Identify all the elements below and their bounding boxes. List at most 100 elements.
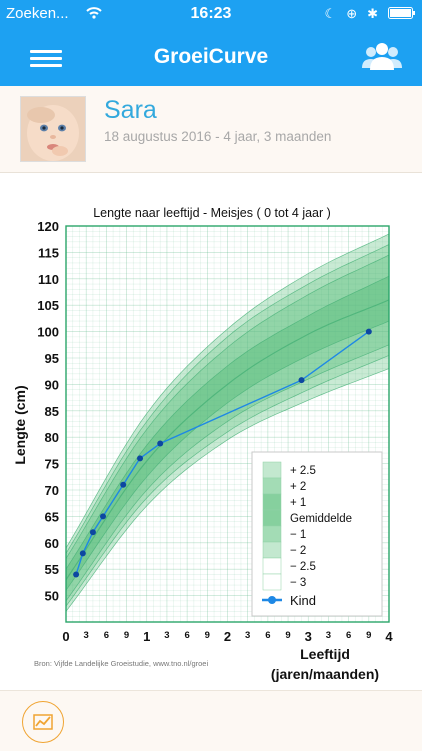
rotation-lock-icon: ⊕ <box>346 6 358 21</box>
x-tick-label: 9 <box>285 630 290 641</box>
legend-kind-marker <box>268 596 276 604</box>
data-point <box>79 550 86 557</box>
y-tick-label: 60 <box>45 536 59 551</box>
ref-line-mean <box>65 299 390 581</box>
x-tick-label: 4 <box>385 629 393 644</box>
x-tick-label: 6 <box>346 630 351 641</box>
legend-label: − 2.5 <box>290 561 316 573</box>
legend-label: Gemiddelde <box>290 513 352 525</box>
profile-header: Sara 18 augustus 2016 - 4 jaar, 3 maande… <box>0 86 422 173</box>
x-tick-label: 6 <box>184 630 189 641</box>
battery-icon <box>388 6 416 22</box>
band-mean-to-plus-1 <box>66 276 389 580</box>
users-button[interactable] <box>360 40 404 74</box>
trend-chart-icon <box>33 714 53 730</box>
chart-source: Bron: Vijfde Landelijke Groeistudie, www… <box>34 659 208 668</box>
ref-line-minus2-5 <box>65 355 390 607</box>
x-tick-label: 9 <box>366 630 371 641</box>
x-tick-label: 6 <box>265 630 270 641</box>
x-tick-label: 3 <box>326 630 331 641</box>
menu-button[interactable] <box>30 50 62 67</box>
y-tick-label: 65 <box>45 509 59 524</box>
band-minus-1-to-mean <box>66 299 389 591</box>
x-tick-labels: 0 3 6 9 1 3 6 9 2 3 6 9 3 3 6 9 4 <box>62 629 393 644</box>
data-point <box>89 529 96 536</box>
growth-chart-svg: 50 55 60 65 70 75 80 85 90 95 100 105 110 115 120 0 3 6 9… <box>12 206 393 682</box>
menu-bar-1 <box>30 50 62 53</box>
plot-frame <box>65 225 390 623</box>
ref-line-plus1 <box>65 275 390 570</box>
legend-swatch <box>262 477 282 495</box>
y-tick-label: 85 <box>45 404 59 419</box>
y-tick-label: 75 <box>45 457 59 472</box>
x-tick-label: 3 <box>164 630 169 641</box>
child-series <box>73 328 372 578</box>
legend-label: − 1 <box>290 529 306 541</box>
baby-photo <box>21 97 85 161</box>
data-point <box>100 513 107 520</box>
legend-items: + 2.5 + 2 + 1 Gemiddelde − 1 − 2 − 2.5 − 3 <box>262 461 352 591</box>
ref-line-minus2 <box>65 344 390 602</box>
status-bar: Zoeken... 16:23 ☾ ⊕ ✱ <box>0 0 422 28</box>
x-tick-label: 0 <box>62 629 69 644</box>
ref-line-plus2-5 <box>65 244 390 554</box>
legend-swatch <box>262 461 282 479</box>
moon-icon: ☾ <box>324 6 337 21</box>
ref-line-plus3 <box>65 233 390 549</box>
legend-label: + 1 <box>290 497 306 509</box>
status-icons: ☾ ⊕ ✱ <box>325 6 416 22</box>
y-tick-label: 50 <box>45 589 59 604</box>
band-minus-2-to-minus-1 <box>66 321 389 601</box>
legend-kind-label: Kind <box>290 593 316 608</box>
avatar[interactable] <box>20 96 86 162</box>
carrier-label: Zoeken... <box>6 5 69 22</box>
reference-lines <box>65 233 390 612</box>
y-tick-label: 95 <box>45 351 59 366</box>
menu-bar-3 <box>30 64 62 67</box>
legend-label: + 2 <box>290 481 306 493</box>
legend-swatch <box>262 557 282 575</box>
chart-legend: + 2.5 + 2 + 1 Gemiddelde − 1 − 2 − 2.5 − 3 Kind <box>251 451 383 617</box>
legend-swatch <box>262 493 282 511</box>
x-tick-label: 3 <box>245 630 250 641</box>
wifi-icon <box>86 6 102 24</box>
chart-type-button[interactable] <box>22 701 64 743</box>
y-tick-label: 55 <box>45 562 59 577</box>
ref-line-minus3 <box>65 368 390 612</box>
legend-swatch <box>262 573 282 591</box>
y-tick-label: 90 <box>45 377 59 392</box>
legend-label: − 2 <box>290 545 306 557</box>
y-tick-label: 100 <box>37 325 59 340</box>
users-icon <box>362 43 402 70</box>
nav-bar: GroeiCurve <box>0 28 422 86</box>
y-tick-label: 115 <box>38 245 59 260</box>
reference-bands <box>66 233 389 612</box>
data-point <box>137 455 144 462</box>
y-tick-label: 70 <box>45 483 59 498</box>
data-point <box>73 571 80 578</box>
band-plus-1-to-2 <box>66 255 389 570</box>
x-axis-label-line2: (jaren/maanden) <box>271 666 379 682</box>
y-tick-label: 120 <box>37 219 59 234</box>
profile-name: Sara <box>104 96 157 124</box>
x-tick-label: 1 <box>143 629 150 644</box>
x-tick-label: 9 <box>124 630 129 641</box>
x-tick-label: 6 <box>104 630 109 641</box>
data-point <box>298 377 305 384</box>
ref-line-minus1 <box>65 320 390 591</box>
legend-swatch <box>262 509 282 527</box>
y-tick-label: 110 <box>38 272 59 287</box>
legend-label: + 2.5 <box>290 465 316 477</box>
legend-swatch <box>262 525 282 543</box>
data-point <box>157 440 164 447</box>
y-tick-label: 105 <box>37 298 59 313</box>
growth-chart: 50 55 60 65 70 75 80 85 90 95 100 105 110 115 120 0 3 6 9… <box>0 190 422 690</box>
ref-line-plus2 <box>65 254 390 559</box>
x-tick-label: 3 <box>84 630 89 641</box>
menu-bar-2 <box>30 57 62 60</box>
legend-label: − 3 <box>290 577 306 589</box>
clock-time: 16:23 <box>190 5 232 22</box>
y-tick-labels: 50 55 60 65 70 75 80 85 90 95 100 105 110 115 120 <box>37 219 59 604</box>
x-tick-label: 9 <box>205 630 210 641</box>
bluetooth-icon: ✱ <box>367 6 378 21</box>
